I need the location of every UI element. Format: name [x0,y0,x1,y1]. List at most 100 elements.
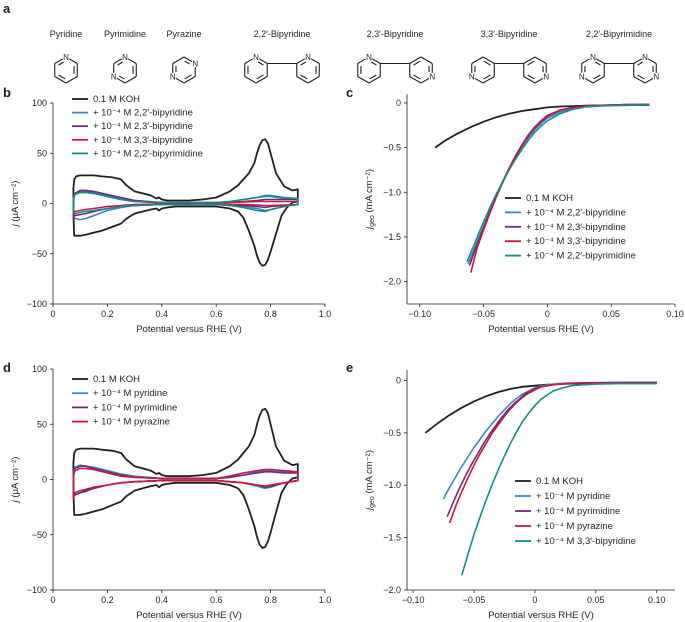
legend-entry: + 10⁻⁴ M 2,2′-bipyrimidine [526,251,636,262]
legend-entry: + 10⁻⁴ M 2,3′-bipyridine [526,222,626,233]
nitrogen-atom: N [192,60,198,69]
molecule-name: Pyrazine [166,29,201,39]
panel-e-chart: e −0.10 −0.05 0 0.05 0.10 −2.0 −1.5 −1.0 −0.5 0 Po… [346,360,675,621]
double-bond [637,74,645,80]
bond [258,58,268,64]
legend-entry: + 10⁻⁴ M pyridine [536,491,610,502]
legend-entry: 0.1 M KOH [536,476,583,487]
nitrogen-atom: N [305,53,311,62]
bond [183,56,193,63]
molecule-name: Pyrimidine [104,29,146,39]
double-bond [593,74,601,80]
bond [307,76,320,84]
double-bond [483,74,491,80]
x-axis-label: Potential versus RHE (V) [488,324,594,335]
nitrogen-atom: N [253,53,259,62]
bond [482,76,495,84]
x-tick-label: 0.10 [648,595,666,605]
y-tick-label: 50 [37,419,47,429]
molecule-name: 3,3′-Bipyridine [481,29,538,39]
y-tick-label: −50 [32,249,47,259]
nitrogen-atom: N [642,53,648,62]
nitrogen-atom: N [429,73,435,82]
bond [255,76,268,84]
x-tick-label: 0.4 [156,309,169,319]
nitrogen-atom: N [543,73,549,82]
bond [581,58,591,64]
y-tick-label: −0.5 [383,428,401,438]
bond [116,77,126,84]
molecule-33bipyridine: 3,3′-Bipyridine N N [469,29,549,84]
y-tick-label: −100 [27,299,47,309]
bond [409,76,422,84]
bond [357,76,370,84]
series-line [434,104,650,149]
panel-letter-c: c [346,85,353,100]
y-tick-label: −1.0 [383,480,401,490]
x-tick-label: 0.6 [210,595,223,605]
y-axis-label: j (μA cm⁻²) [10,457,21,505]
series-line [448,381,657,524]
bond [54,58,64,64]
x-tick-label: 0.2 [101,309,114,319]
legend-entry: 0.1 M KOH [526,193,573,204]
bond [175,77,185,84]
legend-entry: + 10⁻⁴ M pyrazine [93,417,170,428]
legend-entry: + 10⁻⁴ M 3,3′-bipyridine [93,135,193,146]
bond [647,58,657,64]
nitrogen-atom: N [579,73,585,82]
y-tick-label: 0 [396,375,401,385]
x-tick-label: 0.05 [602,309,620,319]
x-tick-label: 0 [50,309,55,319]
molecule-name: 2,3′-Bipyridine [367,29,424,39]
bond [310,58,320,64]
molecule-name: 2,2′-Bipyridine [254,29,311,39]
nitrogen-atom: N [63,53,69,62]
legend-entry: + 10⁻⁴ M 2,2′-bipyridine [93,108,193,119]
double-bond [184,60,191,65]
series-line [470,103,650,273]
bond [420,56,433,64]
x-tick-label: 0.10 [666,309,684,319]
bond [296,76,309,84]
x-tick-label: 0.05 [587,595,605,605]
x-tick-label: 0.4 [156,595,169,605]
double-bond [594,61,601,66]
bond [633,76,646,84]
series-line [72,467,299,500]
bond [595,58,605,64]
x-tick-label: 0 [50,595,55,605]
panel-letter-a: a [3,1,11,16]
bond [54,76,67,84]
molecule-name: Pyridine [50,29,83,39]
bond [65,76,78,84]
x-tick-label: −0.10 [402,595,425,605]
x-tick-label: −0.10 [408,309,431,319]
bond [523,76,536,84]
x-tick-label: 0.8 [264,595,277,605]
legend-entry: + 10⁻⁴ M 2,2′-bipyrimidine [93,148,203,159]
panel-a-molecules: a Pyridine N Pyrimidine N N Pyrazine N N 2,2′-Bi… [3,1,659,84]
legend-entry: + 10⁻⁴ M pyrazine [536,521,613,532]
bond [633,58,643,64]
y-tick-label: −0.5 [383,143,401,153]
legend-entry: + 10⁻⁴ M 3,3′-bipyridine [526,236,626,247]
double-bond [58,74,66,80]
double-bond [637,61,644,66]
double-bond [483,60,491,66]
y-tick-label: −2.0 [383,277,401,287]
y-tick-label: −50 [32,530,47,540]
molecule-22bipyrimidine: 2,2′-Bipyrimidine N N N N [579,29,659,84]
y-axis-label: jgeo (mA cm⁻²) [364,450,376,512]
panel-b-chart: b 0 0.2 0.4 0.6 0.8 1.0 −100 −50 0 50 100 Potential… [3,85,331,335]
double-bond [413,74,421,80]
bond [474,77,484,84]
y-tick-label: 0 [396,98,401,108]
bond [534,77,544,84]
legend-entry: + 10⁻⁴ M 3,3′-bipyridine [536,536,636,547]
panel-letter-e: e [346,360,353,375]
double-bond [413,60,421,66]
x-axis-label: Potential versus RHE (V) [136,324,242,335]
molecule-pyrazine: Pyrazine N N [166,29,202,84]
bond [644,77,654,84]
